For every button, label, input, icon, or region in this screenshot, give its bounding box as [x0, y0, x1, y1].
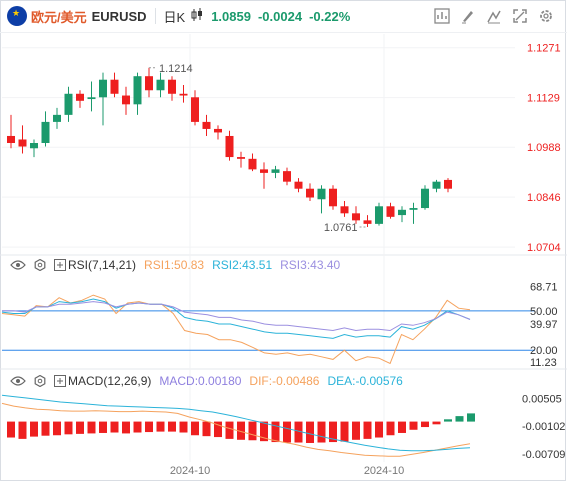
price-change: -0.0024 [257, 8, 303, 24]
gear-icon[interactable] [34, 375, 46, 387]
price-change-pct: -0.22% [309, 8, 351, 24]
divider [154, 8, 156, 24]
last-price: 1.0859 [211, 8, 251, 24]
period-selector[interactable]: 日K [163, 9, 186, 25]
candlestick-icon[interactable] [191, 7, 203, 25]
add-icon[interactable] [54, 259, 66, 271]
rsi-header: RSI(7,14,21) RSI1:50.83 RSI2:43.51 RSI3:… [10, 258, 340, 272]
eye-icon[interactable] [10, 259, 26, 271]
macd-title: MACD(12,26,9) [68, 374, 152, 388]
eu-flag-icon: ★ [7, 6, 27, 26]
pair-name[interactable]: 欧元/美元 [31, 9, 87, 25]
toolbar: ★ 欧元/美元 EURUSD 日K 1.0859 -0.0024 -0.22% [0, 0, 567, 33]
gear-icon[interactable] [34, 259, 46, 271]
compare-icon[interactable] [485, 7, 503, 25]
dea-value: DEA:-0.00576 [327, 374, 403, 388]
rsi1-value: RSI1:50.83 [144, 258, 205, 272]
pair-symbol: EURUSD [91, 8, 147, 24]
macd-header: MACD(12,26,9) MACD:0.00180 DIF:-0.00486 … [10, 374, 403, 388]
add-icon[interactable] [54, 375, 66, 387]
rsi2-value: RSI2:43.51 [212, 258, 273, 272]
dif-value: DIF:-0.00486 [249, 374, 320, 388]
fullscreen-icon[interactable] [511, 7, 529, 25]
rsi-title: RSI(7,14,21) [68, 258, 137, 272]
rsi3-value: RSI3:43.40 [280, 258, 341, 272]
macd-value: MACD:0.00180 [159, 374, 242, 388]
brush-icon[interactable] [459, 7, 477, 25]
settings-icon[interactable] [537, 7, 555, 25]
indicator-settings-icon[interactable] [433, 7, 451, 25]
eye-icon[interactable] [10, 375, 26, 387]
